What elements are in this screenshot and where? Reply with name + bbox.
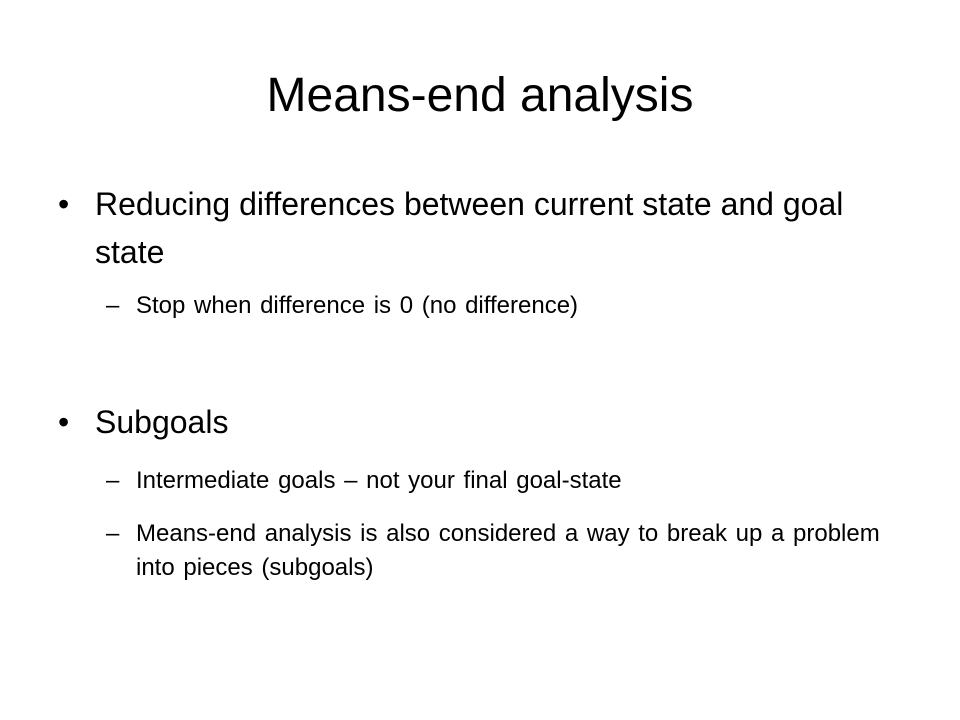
sub-bullet-marker: – <box>106 467 120 494</box>
bullet-marker: • <box>58 404 70 440</box>
bullet-text: Reducing differences between current sta… <box>95 186 844 270</box>
bullet-text: Subgoals <box>95 404 229 440</box>
sub-bullet-marker: – <box>106 520 120 547</box>
slide-title: Means-end analysis <box>266 69 694 122</box>
bullet-marker: • <box>58 186 70 222</box>
sub-bullet-text: Intermediate goals – not your final goal… <box>136 467 622 494</box>
sub-bullet-marker: – <box>106 292 120 319</box>
sub-bullet-text: Stop when difference is 0 (no difference… <box>136 292 579 319</box>
sub-bullet-text: Means-end analysis is also considered a … <box>136 520 880 581</box>
